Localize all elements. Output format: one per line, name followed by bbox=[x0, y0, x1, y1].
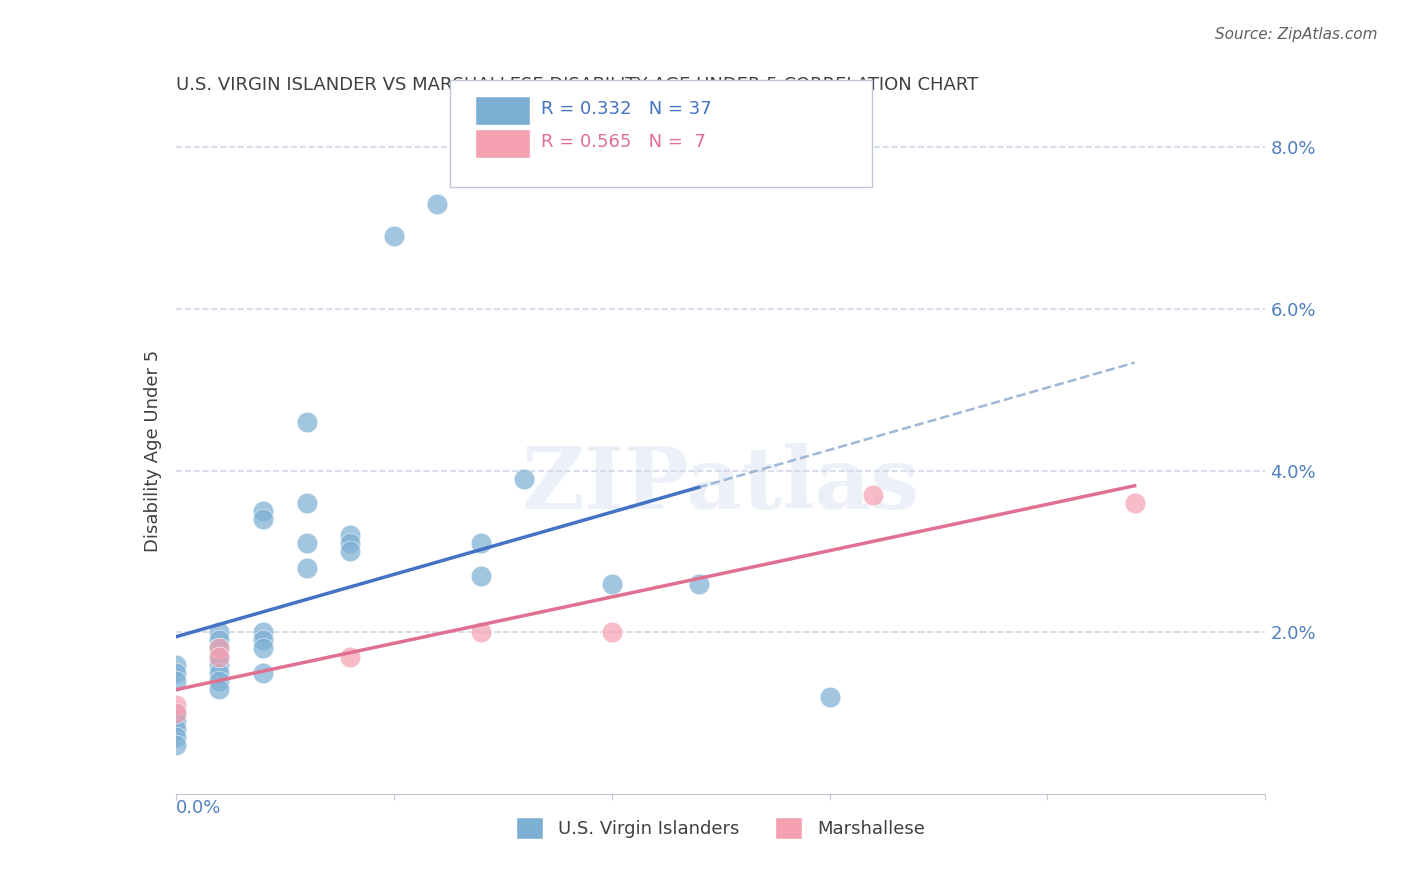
Point bbox=[600, 576, 623, 591]
Text: R = 0.332   N = 37: R = 0.332 N = 37 bbox=[541, 100, 711, 118]
Point bbox=[426, 197, 449, 211]
Text: ZIPatlas: ZIPatlas bbox=[522, 442, 920, 527]
Point bbox=[252, 665, 274, 680]
Point bbox=[600, 625, 623, 640]
Point bbox=[165, 706, 187, 720]
Point bbox=[862, 488, 884, 502]
Point bbox=[208, 673, 231, 688]
Point bbox=[208, 665, 231, 680]
Point bbox=[208, 625, 231, 640]
Point bbox=[165, 714, 187, 728]
Point bbox=[295, 536, 318, 550]
Point bbox=[252, 625, 274, 640]
Point bbox=[295, 496, 318, 510]
Point bbox=[295, 415, 318, 429]
Point bbox=[208, 649, 231, 664]
Point bbox=[165, 723, 187, 737]
Text: Source: ZipAtlas.com: Source: ZipAtlas.com bbox=[1215, 27, 1378, 42]
Point bbox=[382, 229, 405, 244]
Point bbox=[295, 560, 318, 574]
Point bbox=[165, 657, 187, 672]
Point bbox=[339, 544, 361, 558]
Text: R = 0.565   N =  7: R = 0.565 N = 7 bbox=[541, 133, 706, 151]
Point bbox=[513, 472, 536, 486]
Point bbox=[208, 681, 231, 696]
Point bbox=[252, 512, 274, 526]
Point bbox=[339, 528, 361, 542]
Legend: U.S. Virgin Islanders, Marshallese: U.S. Virgin Islanders, Marshallese bbox=[509, 810, 932, 847]
Point bbox=[470, 625, 492, 640]
Point bbox=[165, 665, 187, 680]
Point bbox=[165, 731, 187, 745]
Point bbox=[339, 649, 361, 664]
Point bbox=[470, 536, 492, 550]
Point bbox=[688, 576, 710, 591]
Point bbox=[165, 698, 187, 712]
Point bbox=[818, 690, 841, 704]
Text: 0.0%: 0.0% bbox=[176, 798, 221, 817]
Point bbox=[208, 633, 231, 648]
Point bbox=[208, 641, 231, 656]
Point bbox=[208, 649, 231, 664]
Y-axis label: Disability Age Under 5: Disability Age Under 5 bbox=[143, 350, 162, 551]
Point bbox=[252, 641, 274, 656]
Point bbox=[470, 568, 492, 582]
Point bbox=[208, 641, 231, 656]
Point bbox=[339, 536, 361, 550]
Point bbox=[252, 633, 274, 648]
Point bbox=[252, 504, 274, 518]
Point bbox=[1123, 496, 1146, 510]
Text: U.S. VIRGIN ISLANDER VS MARSHALLESE DISABILITY AGE UNDER 5 CORRELATION CHART: U.S. VIRGIN ISLANDER VS MARSHALLESE DISA… bbox=[176, 77, 979, 95]
Point bbox=[165, 673, 187, 688]
Point bbox=[165, 706, 187, 720]
Point bbox=[165, 739, 187, 753]
Point bbox=[208, 657, 231, 672]
